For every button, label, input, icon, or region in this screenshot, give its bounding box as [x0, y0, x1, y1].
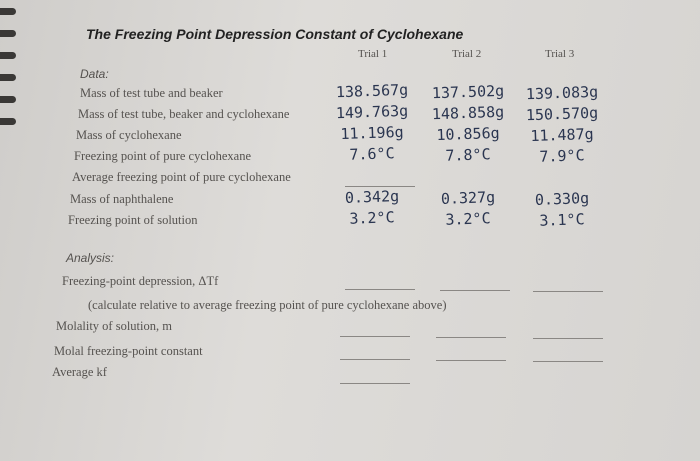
handwritten-value: 139.083g: [525, 82, 599, 104]
column-header: Trial 1: [358, 48, 388, 60]
row-label: Mass of test tube, beaker and cyclohexan…: [78, 107, 290, 121]
binding: [0, 74, 16, 81]
blank-line: [345, 186, 415, 187]
handwritten-value: 7.8°C: [445, 145, 491, 165]
column-header: Trial 3: [545, 48, 575, 60]
handwritten-value: 3.2°C: [349, 208, 395, 228]
column-header: Trial 2: [452, 48, 482, 60]
binding: [0, 8, 16, 15]
row-label: Average freezing point of pure cyclohexa…: [72, 170, 291, 184]
blank-line: [340, 383, 410, 384]
handwritten-value: 149.763g: [335, 101, 409, 123]
blank-line: [533, 361, 603, 362]
handwritten-value: 137.502g: [431, 81, 505, 103]
analysis-label: Molal freezing-point constant: [54, 344, 203, 358]
analysis-note: (calculate relative to average freezing …: [88, 298, 447, 312]
binding: [0, 52, 16, 59]
handwritten-value: 148.858g: [431, 102, 505, 124]
title: The Freezing Point Depression Constant o…: [86, 26, 464, 42]
blank-line: [533, 291, 603, 292]
handwritten-value: 3.2°C: [445, 209, 491, 229]
handwritten-value: 11.487g: [530, 124, 594, 146]
handwritten-value: 10.856g: [436, 123, 500, 145]
row-label: Mass of cyclohexane: [76, 128, 182, 142]
section-label: Analysis:: [66, 251, 115, 265]
blank-line: [533, 338, 603, 339]
handwritten-value: 0.330g: [534, 189, 590, 209]
blank-line: [345, 289, 415, 290]
handwritten-value: 0.342g: [344, 187, 400, 207]
handwritten-value: 0.327g: [440, 188, 496, 208]
row-label: Mass of test tube and beaker: [80, 86, 223, 100]
blank-line: [340, 336, 410, 337]
row-label: Mass of naphthalene: [70, 192, 174, 206]
handwritten-value: 3.1°C: [539, 210, 585, 230]
row-label: Freezing point of pure cyclohexane: [74, 149, 252, 163]
analysis-label: Freezing-point depression, ΔTf: [62, 274, 219, 288]
binding: [0, 96, 16, 103]
section-label: Data:: [80, 67, 109, 81]
binding: [0, 30, 16, 37]
blank-line: [440, 290, 510, 291]
blank-line: [340, 359, 410, 360]
blank-line: [436, 360, 506, 361]
handwritten-value: 138.567g: [335, 80, 409, 102]
handwritten-value: 7.6°C: [349, 144, 395, 164]
handwritten-value: 7.9°C: [539, 146, 585, 166]
analysis-label: Molality of solution, m: [56, 319, 172, 333]
handwritten-value: 150.570g: [525, 103, 599, 125]
analysis-label: Average kf: [52, 365, 107, 379]
blank-line: [436, 337, 506, 338]
handwritten-value: 11.196g: [340, 122, 404, 144]
row-label: Freezing point of solution: [68, 213, 198, 227]
binding: [0, 118, 16, 125]
